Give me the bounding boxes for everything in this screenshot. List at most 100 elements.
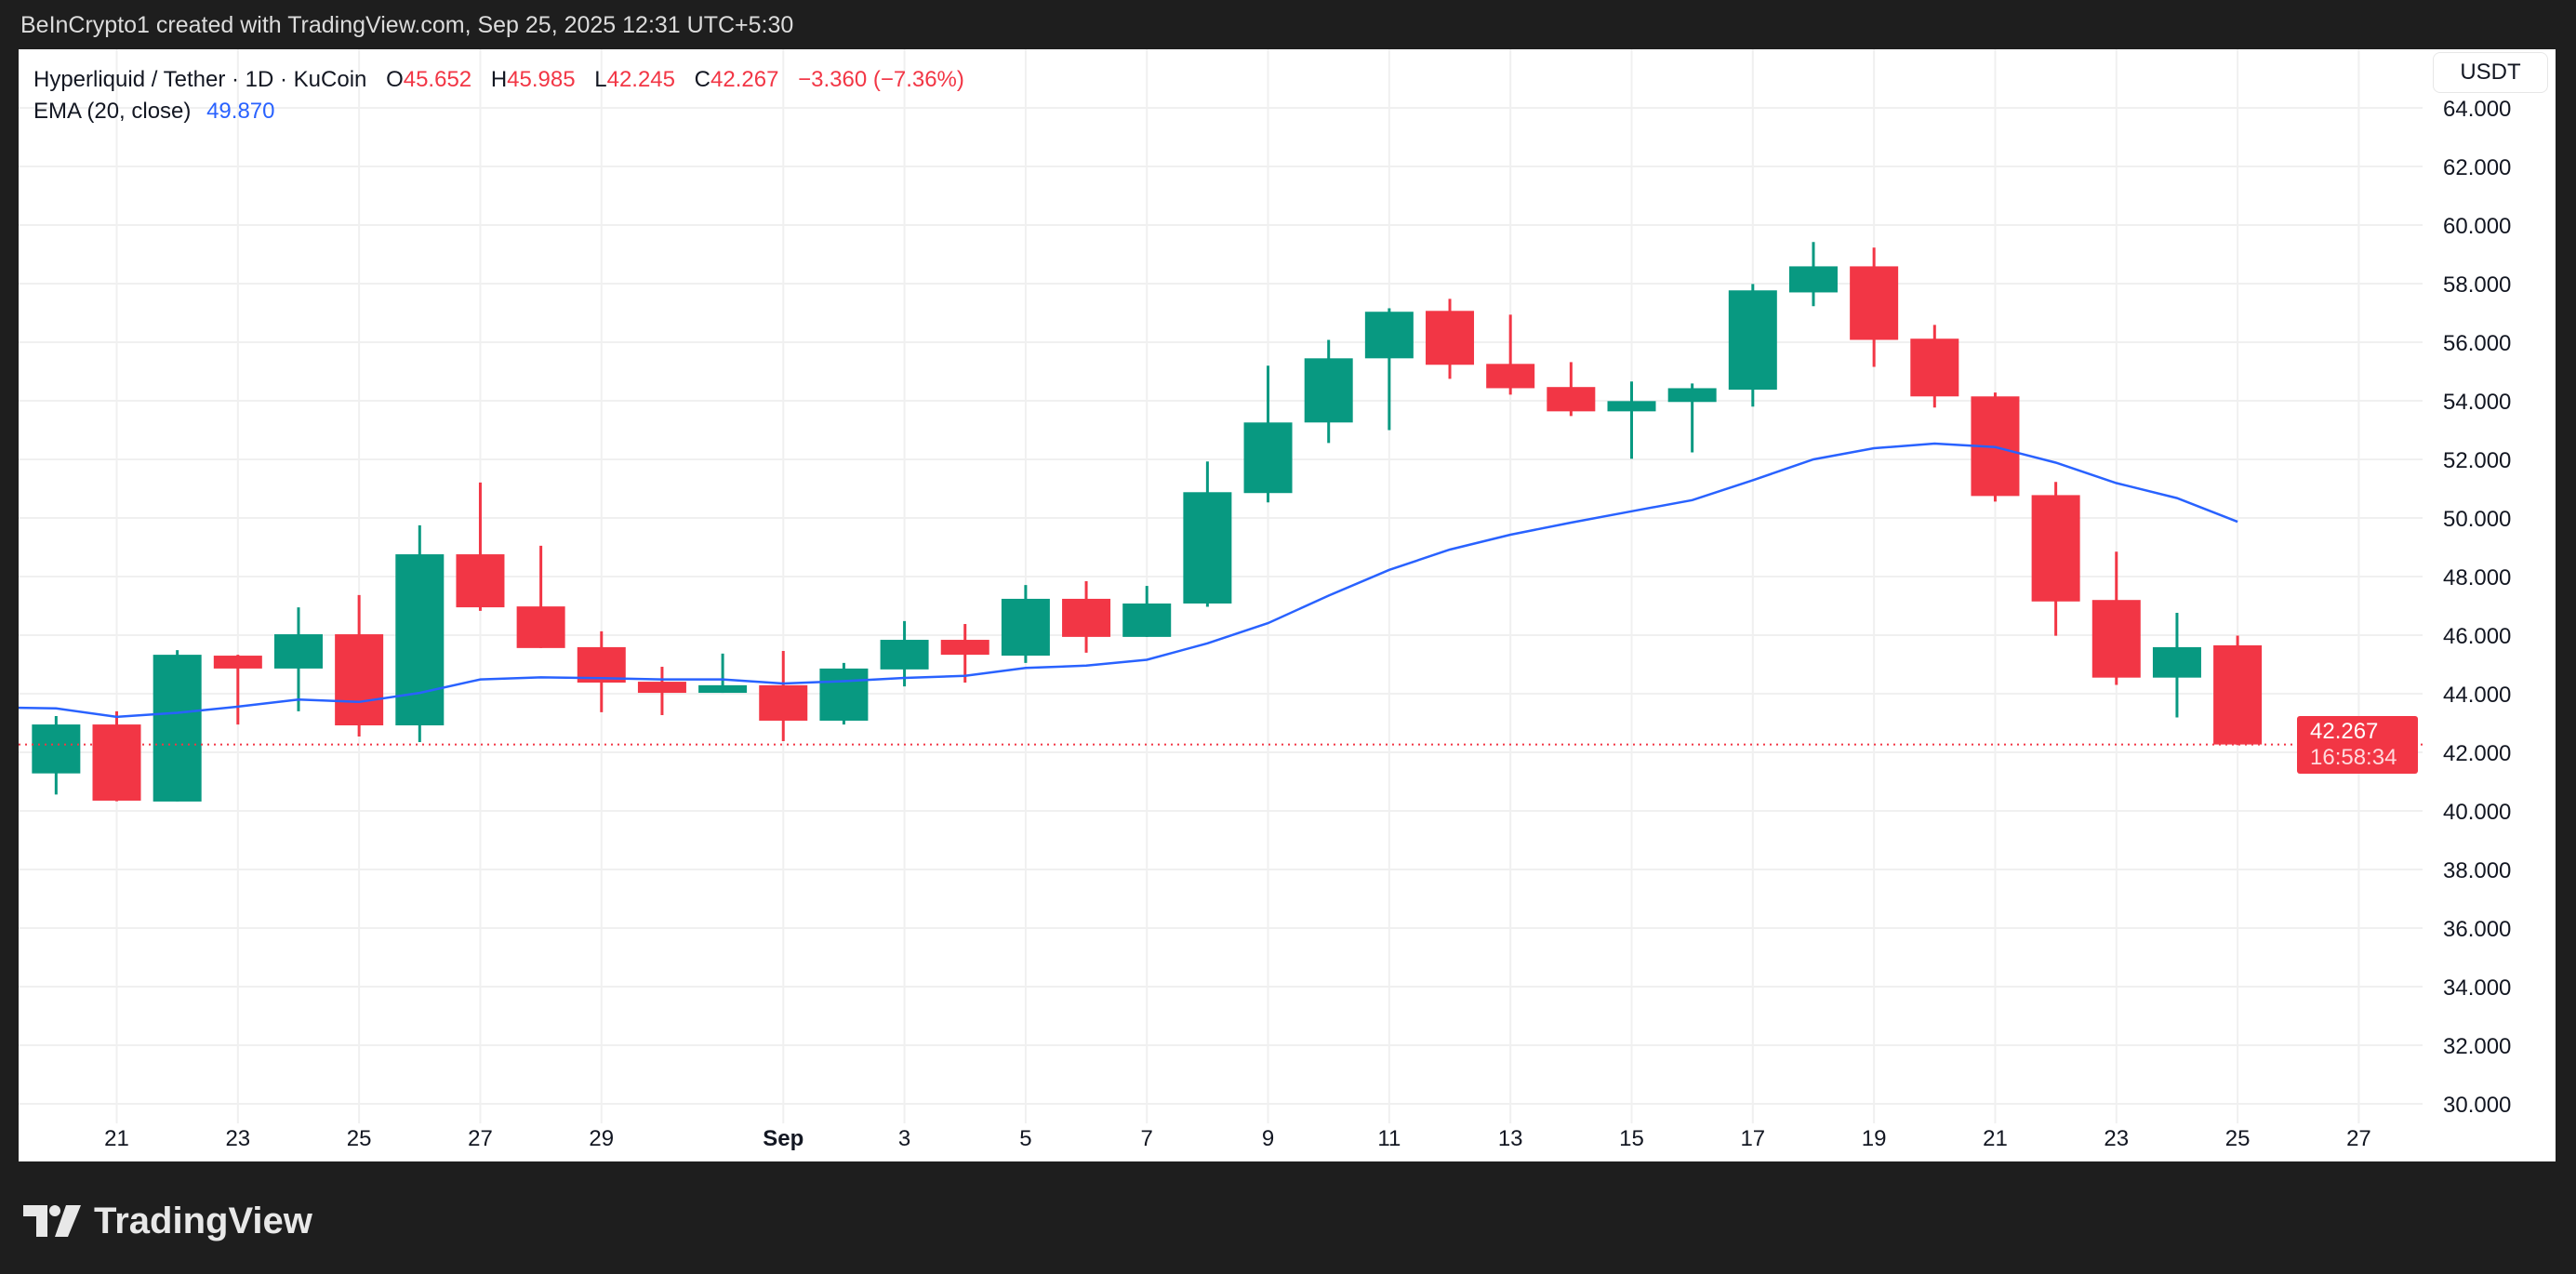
last-price-value: 42.267 (2310, 719, 2379, 744)
price-axis: 30.000 32.000 34.000 36.000 38.000 40.000 42.0… (2443, 97, 2511, 1118)
candle-2025-08-29[interactable] (577, 630, 626, 712)
candle-2025-09-24[interactable] (2152, 613, 2201, 718)
x-tick-label: 19 (1862, 1126, 1887, 1151)
close-value: 42.267 (710, 67, 779, 92)
candle-2025-09-12[interactable] (1426, 299, 1475, 379)
candle-body (92, 724, 141, 801)
candle-2025-08-27[interactable] (456, 482, 505, 611)
candle-2025-09-11[interactable] (1364, 308, 1414, 431)
candle-2025-08-30[interactable] (637, 667, 686, 715)
candle-2025-09-14[interactable] (1547, 362, 1596, 417)
chart-legend: Hyperliquid / Tether · 1D · KuCoin O45.6… (33, 64, 964, 127)
candle-body (1486, 364, 1535, 389)
y-tick-label: 64.000 (2443, 97, 2511, 122)
candle-2025-09-20[interactable] (1910, 325, 1959, 408)
symbol-title[interactable]: Hyperliquid / Tether · 1D · KuCoin (33, 67, 367, 92)
candle-body (1062, 598, 1111, 637)
y-tick-label: 44.000 (2443, 683, 2511, 708)
candle-body (1001, 598, 1050, 657)
candle-2025-08-26[interactable] (395, 524, 445, 742)
candle-body (1183, 492, 1232, 604)
last-price-label: 42.267 16:58:34 (2297, 716, 2418, 774)
candle-2025-09-16[interactable] (1667, 383, 1717, 453)
close-label: C (694, 67, 711, 92)
candle-2025-09-07[interactable] (1122, 586, 1172, 637)
candle-2025-09-02[interactable] (819, 662, 869, 725)
candle-2025-09-01[interactable] (759, 651, 808, 742)
candle-2025-09-05[interactable] (1001, 585, 1050, 663)
candle-body (1304, 358, 1353, 423)
tradingview-logo-icon (23, 1205, 81, 1237)
creator-caption: BeInCrypto1 created with TradingView.com… (20, 12, 794, 38)
candle-2025-09-10[interactable] (1304, 339, 1353, 444)
x-tick-label: 5 (1019, 1126, 1031, 1151)
candle-2025-08-25[interactable] (335, 594, 384, 737)
x-tick-label: 7 (1141, 1126, 1153, 1151)
candle-2025-09-17[interactable] (1728, 284, 1777, 407)
candle-body (1667, 388, 1717, 403)
currency-button[interactable]: USDT (2433, 52, 2548, 93)
candle-body (1243, 422, 1293, 494)
x-tick-label: 13 (1498, 1126, 1523, 1151)
candle-body (213, 656, 262, 669)
candle-2025-09-03[interactable] (880, 620, 929, 687)
bar-countdown: 16:58:34 (2310, 745, 2397, 770)
candle-2025-09-23[interactable] (2091, 551, 2141, 685)
y-tick-label: 60.000 (2443, 214, 2511, 239)
candle-body (698, 684, 748, 694)
high-value: 45.985 (507, 67, 576, 92)
candle-2025-09-25[interactable] (2213, 635, 2263, 746)
candle-body (1426, 311, 1475, 365)
candle-body (1547, 387, 1596, 412)
candle-body (577, 646, 626, 683)
candle-2025-09-04[interactable] (940, 624, 989, 683)
candle-body (516, 606, 565, 648)
candle-2025-09-13[interactable] (1486, 314, 1535, 395)
candle-2025-08-23[interactable] (213, 655, 262, 725)
ema-label[interactable]: EMA (20, close) (33, 99, 192, 124)
ema-value: 49.870 (206, 99, 275, 124)
candle-body (32, 724, 81, 774)
candle-2025-08-24[interactable] (273, 607, 323, 711)
candle-2025-09-09[interactable] (1243, 365, 1293, 503)
ema-line (19, 442, 2238, 719)
candle-body (940, 640, 989, 656)
y-tick-label: 34.000 (2443, 975, 2511, 1001)
open-label: O (386, 67, 404, 92)
y-tick-label: 42.000 (2443, 741, 2511, 766)
logo-text: TradingView (94, 1200, 312, 1241)
candle-2025-09-08[interactable] (1183, 461, 1232, 607)
y-tick-label: 58.000 (2443, 272, 2511, 298)
x-tick-label: Sep (763, 1126, 803, 1151)
candle-body (759, 684, 808, 721)
candle-2025-09-06[interactable] (1062, 581, 1111, 653)
x-tick-label: 21 (104, 1126, 129, 1151)
candle-body (880, 640, 929, 670)
candle-body (2152, 646, 2201, 678)
candle-2025-09-19[interactable] (1850, 247, 1899, 367)
candle-2025-08-31[interactable] (698, 653, 748, 694)
x-tick-label: 9 (1262, 1126, 1274, 1151)
candle-2025-09-15[interactable] (1607, 381, 1656, 459)
x-tick-label: 29 (589, 1126, 614, 1151)
candle-body (1607, 401, 1656, 412)
candle-2025-08-21[interactable] (92, 710, 141, 802)
x-tick-label: 3 (898, 1126, 910, 1151)
x-tick-label: 17 (1740, 1126, 1765, 1151)
x-tick-label: 23 (2104, 1126, 2129, 1151)
candle-2025-08-28[interactable] (516, 545, 565, 648)
candle-2025-09-22[interactable] (2031, 482, 2080, 636)
candle-2025-08-22[interactable] (153, 650, 202, 802)
candle-2025-09-18[interactable] (1788, 242, 1838, 307)
symbol-ohlc-row: Hyperliquid / Tether · 1D · KuCoin O45.6… (33, 64, 964, 96)
x-tick-label: 27 (2346, 1126, 2371, 1151)
low-value: 42.245 (606, 67, 675, 92)
ema-line-group (19, 442, 2238, 719)
candle-body (1364, 312, 1414, 359)
candle-body (1122, 603, 1172, 637)
y-tick-label: 52.000 (2443, 448, 2511, 473)
candle-2025-08-20[interactable] (32, 715, 81, 795)
top-caption-bar: BeInCrypto1 created with TradingView.com… (0, 0, 2576, 49)
x-tick-label: 11 (1377, 1126, 1401, 1151)
